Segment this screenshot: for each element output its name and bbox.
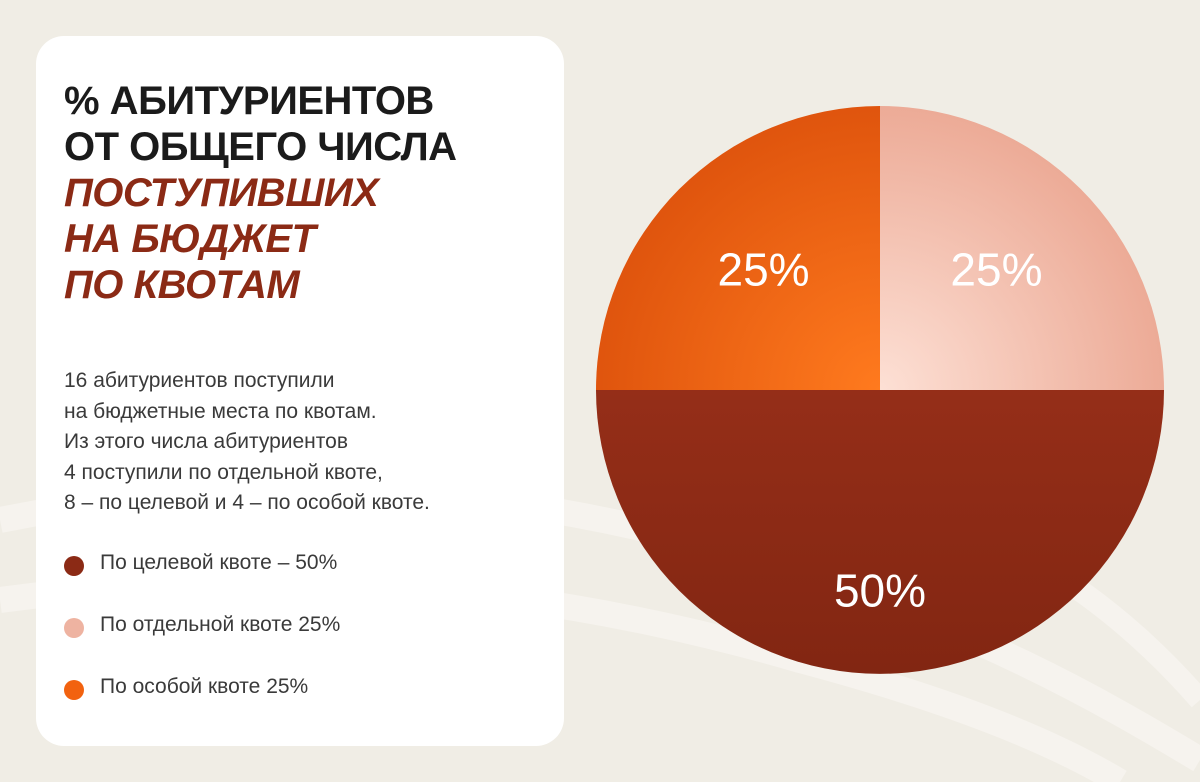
title-line: % АБИТУРИЕНТОВ bbox=[64, 79, 434, 123]
legend-label: По особой квоте 25% bbox=[100, 675, 309, 698]
legend-dot bbox=[64, 556, 84, 576]
pie-slice bbox=[880, 106, 1164, 390]
legend-label: По целевой квоте – 50% bbox=[100, 551, 338, 574]
description-line: на бюджетные места по квотам. bbox=[64, 399, 377, 423]
pie-slice-label: 25% bbox=[717, 244, 809, 296]
pie-slice bbox=[596, 390, 1164, 674]
pie-slice-label: 50% bbox=[834, 565, 926, 617]
title-line: ОТ ОБЩЕГО ЧИСЛА bbox=[64, 125, 457, 169]
legend-dot bbox=[64, 618, 84, 638]
description-line: 8 – по целевой и 4 – по особой квоте. bbox=[64, 491, 430, 514]
description-line: 4 поступили по отдельной квоте, bbox=[64, 460, 383, 484]
title-accent-line: ПОСТУПИВШИХ bbox=[64, 171, 379, 215]
description-line: 16 абитуриентов поступили bbox=[64, 369, 335, 392]
legend-dot bbox=[64, 680, 84, 700]
description-text: 16 абитуриентов поступили на бюджетные м… bbox=[64, 366, 554, 519]
pie-slice-label: 25% bbox=[950, 244, 1042, 296]
legend-label: По отдельной квоте 25% bbox=[100, 613, 341, 636]
description-line: Из этого числа абитуриентов bbox=[64, 430, 348, 453]
title-accent-line: ПО КВОТАМ bbox=[64, 263, 300, 307]
chart-title: % АБИТУРИЕНТОВ ОТ ОБЩЕГО ЧИСЛА ПОСТУПИВШ… bbox=[64, 78, 457, 308]
pie-slice bbox=[596, 106, 880, 390]
info-card: % АБИТУРИЕНТОВ ОТ ОБЩЕГО ЧИСЛА ПОСТУПИВШ… bbox=[36, 36, 564, 746]
title-accent-line: НА БЮДЖЕТ bbox=[64, 217, 316, 261]
